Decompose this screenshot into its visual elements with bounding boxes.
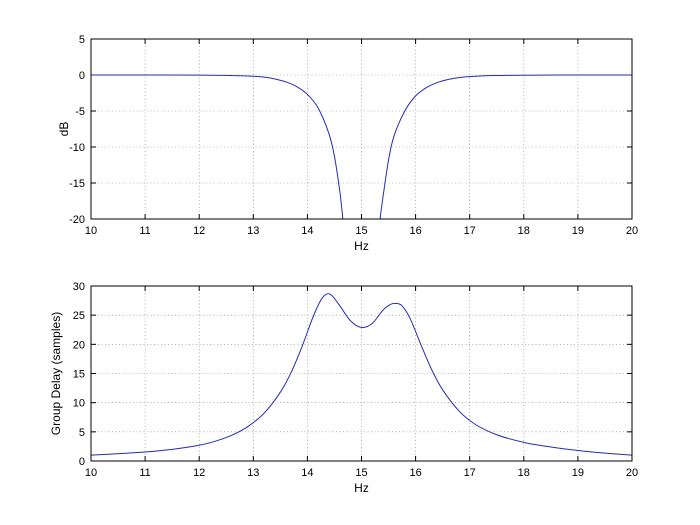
y-tick-label: -10 [69, 142, 85, 154]
group-delay-x-axis-label: Hz [354, 481, 369, 495]
x-tick-label: 13 [247, 467, 259, 479]
x-tick-label: 12 [193, 467, 205, 479]
x-tick-label: 19 [572, 467, 584, 479]
magnitude-axes: 10 11 12 13 14 15 16 17 18 19 20 50-5-10-15-20 Hz … [57, 34, 638, 253]
group-delay-x-tick-labels: 10 11 12 13 14 15 16 17 18 19 20 [85, 467, 638, 479]
x-tick-label: 18 [518, 225, 530, 237]
x-tick-label: 12 [193, 225, 205, 237]
x-tick-label: 18 [518, 467, 530, 479]
magnitude-x-axis-label: Hz [354, 239, 369, 253]
y-tick-label: 25 [73, 310, 85, 322]
group-delay-y-tick-labels: 30 25 20 15 10 5 0 [73, 281, 85, 468]
y-tick-label: 5 [79, 34, 85, 46]
group-delay-y-axis-label: Group Delay (samples) [49, 312, 63, 435]
x-tick-label: 10 [85, 467, 97, 479]
y-tick-label: 20 [73, 339, 85, 351]
magnitude-response-line [91, 74, 632, 219]
y-tick-label: 0 [79, 70, 85, 82]
x-tick-label: 16 [409, 225, 421, 237]
x-tick-label: 20 [626, 467, 638, 479]
y-tick-label: -20 [69, 214, 85, 226]
magnitude-x-tick-labels: 10 11 12 13 14 15 16 17 18 19 20 [85, 225, 638, 237]
x-tick-label: 15 [355, 467, 367, 479]
x-tick-label: 20 [626, 225, 638, 237]
y-tick-label: -5 [75, 106, 85, 118]
magnitude-axes-frame [90, 38, 633, 220]
magnitude-grid [91, 39, 632, 219]
y-tick-label: 5 [79, 427, 85, 439]
y-tick-label: 0 [79, 456, 85, 468]
x-tick-label: 11 [139, 467, 150, 479]
group-delay-grid [91, 286, 632, 461]
x-tick-label: 10 [85, 225, 97, 237]
x-tick-label: 17 [464, 225, 476, 237]
x-tick-label: 19 [572, 225, 584, 237]
x-tick-label: 14 [301, 225, 313, 237]
x-tick-label: 15 [355, 225, 367, 237]
y-tick-label: -15 [69, 178, 85, 190]
y-tick-label: 10 [73, 398, 85, 410]
group-delay-line [91, 293, 632, 456]
x-tick-label: 17 [464, 467, 476, 479]
x-tick-label: 16 [409, 467, 421, 479]
group-delay-axes: 10 11 12 13 14 15 16 17 18 19 20 30 25 20 15 10 5 0 Hz G… [49, 281, 638, 495]
x-tick-label: 14 [301, 467, 313, 479]
magnitude-y-tick-labels: 5 0 -5 -10 -15 -20 [69, 34, 85, 226]
x-tick-label: 11 [139, 225, 150, 237]
y-tick-label: 30 [73, 281, 85, 293]
group-delay-axes-frame [90, 285, 633, 462]
y-tick-label: 15 [73, 369, 85, 381]
magnitude-y-axis-label: dB [57, 122, 71, 137]
x-tick-label: 13 [247, 225, 259, 237]
